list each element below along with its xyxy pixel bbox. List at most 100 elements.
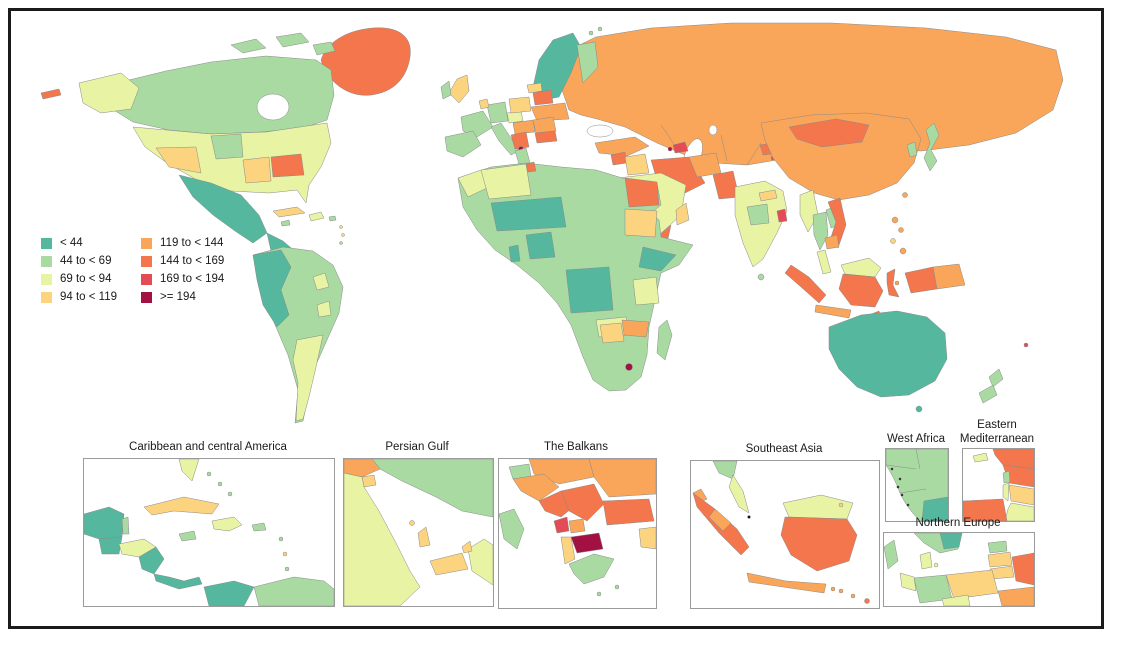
region-saudi-em [1004, 502, 1034, 521]
region-bangladesh [776, 208, 788, 223]
region-oman [675, 202, 690, 226]
region-armenia [667, 146, 673, 152]
region-bahamas-3 [227, 491, 233, 497]
region-yucatan [84, 506, 125, 540]
region-philippines-4 [899, 247, 907, 255]
region-serbia-inset [560, 483, 605, 522]
inset-west-africa [885, 448, 949, 522]
region-turkey-inset [638, 526, 656, 550]
region-svalbard-1 [588, 30, 594, 36]
region-lesser-antilles-2 [282, 551, 288, 557]
legend-swatch [41, 255, 52, 267]
region-saudi-inset [344, 472, 421, 606]
central-asia-borders [660, 124, 762, 166]
region-vietnam [827, 197, 847, 249]
region-nigeria [525, 231, 556, 260]
region-hungary [512, 119, 536, 135]
region-tunisia [525, 161, 537, 173]
inset-caribbean [83, 458, 335, 607]
legend-label: 44 to < 69 [60, 255, 112, 267]
region-greenland [320, 27, 411, 96]
region-bulgaria [534, 130, 558, 144]
region-bahamas-2 [217, 481, 223, 487]
region-west-africa-coast [921, 496, 948, 521]
region-kuwait-inset [361, 474, 377, 488]
region-alaska [78, 72, 140, 114]
region-antilles-1 [339, 225, 343, 229]
region-west-new-guinea [904, 266, 938, 294]
region-lowlands [478, 98, 490, 110]
region-florida-tip [178, 459, 200, 482]
region-svalbard-2 [597, 26, 603, 32]
region-ghana [508, 244, 521, 263]
coast-speck-1 [890, 467, 894, 471]
region-algeria [480, 163, 532, 200]
legend-column-1: < 44 44 to < 69 69 to < 94 94 to < 119 [41, 237, 117, 303]
coast-speck-4 [900, 493, 904, 497]
west-africa-borders [886, 449, 927, 494]
figure-frame: < 44 44 to < 69 69 to < 94 94 to < 119 1… [8, 8, 1104, 629]
legend-label: < 44 [60, 237, 83, 249]
legend-swatch [41, 273, 52, 285]
region-germany [486, 101, 509, 124]
region-sumatra [784, 264, 827, 304]
region-singapore-inset [747, 515, 751, 519]
region-brazil-patch-1 [312, 272, 330, 291]
region-java-inset [746, 572, 827, 594]
region-nicaragua [138, 546, 165, 575]
region-mongolia [788, 118, 870, 148]
region-moluccas [894, 280, 900, 286]
region-jamaica [280, 219, 291, 227]
inset-balkans [498, 458, 657, 609]
legend-swatch [141, 237, 153, 249]
region-arctic-island-1 [230, 38, 267, 54]
region-taiwan [902, 192, 908, 198]
region-jamaica-inset [178, 530, 197, 542]
region-andes-west [252, 249, 292, 328]
region-guatemala [98, 536, 123, 555]
inset-se-asia [690, 460, 880, 609]
region-poland [508, 96, 532, 114]
legend: < 44 44 to < 69 69 to < 94 94 to < 119 1… [41, 237, 224, 303]
legend-column-2: 119 to < 144 144 to < 169 169 to < 194 >… [141, 237, 224, 303]
legend-label: >= 194 [160, 291, 196, 303]
region-qatar-inset [417, 526, 431, 548]
region-greek-island-1 [596, 591, 602, 597]
region-bahamas-1 [206, 471, 212, 477]
region-bali-inset [830, 586, 836, 592]
region-italy-inset [499, 508, 525, 550]
region-denmark-ne [919, 551, 933, 570]
region-greece-inset [568, 553, 615, 585]
region-canada [108, 55, 335, 135]
region-caucasus [672, 141, 689, 154]
region-kalimantan-inset [780, 516, 858, 572]
inset-north-europe [883, 532, 1035, 607]
region-estonia-ne [987, 540, 1008, 554]
legend-item: 144 to < 169 [141, 255, 224, 267]
legend-label: 119 to < 144 [160, 237, 224, 249]
region-cambodia [824, 234, 840, 250]
region-flores-inset [850, 593, 856, 599]
region-philippines-2 [898, 227, 904, 233]
region-malaysia-borneo-inset [782, 494, 854, 520]
region-danish-isle-ne [933, 562, 939, 568]
region-sulawesi [886, 268, 900, 298]
region-egypt-em [963, 498, 1008, 521]
region-uae-inset [429, 552, 469, 576]
legend-item: >= 194 [141, 291, 224, 303]
region-usa-southwest [155, 146, 202, 174]
region-latvia-ne [987, 551, 1013, 568]
region-croatia-inset [512, 473, 560, 502]
region-uk-ne [884, 539, 899, 570]
legend-item: 169 to < 194 [141, 273, 224, 285]
inset-balkans-label: The Balkans [544, 441, 608, 453]
legend-swatch [41, 237, 52, 249]
region-korea [906, 141, 918, 158]
aral-sea-water [708, 124, 718, 136]
region-tasmania [915, 405, 923, 413]
hudson-bay-water [256, 93, 290, 121]
region-romania-inset [588, 459, 656, 498]
region-montenegro-inset [553, 516, 570, 534]
region-philippines-3 [890, 238, 896, 244]
region-belarus [532, 89, 554, 106]
